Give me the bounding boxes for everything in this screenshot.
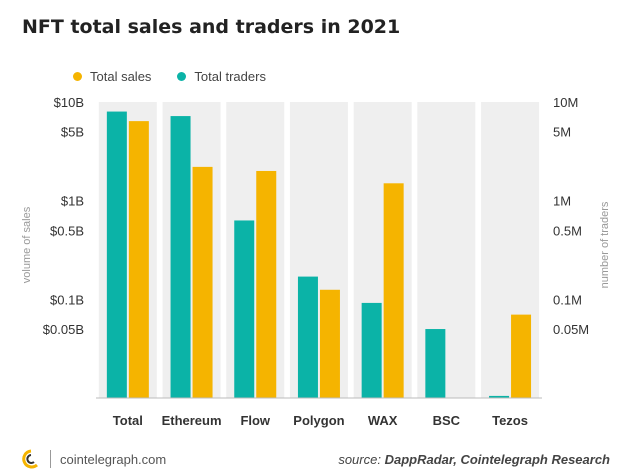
- y-left-tick-label: $1B: [61, 194, 84, 209]
- x-tick-label-flow: Flow: [240, 413, 270, 428]
- bar-total-sales-total: [128, 121, 149, 399]
- x-tick-label-total: Total: [113, 413, 143, 428]
- bar-total-sales-wax: [383, 183, 404, 398]
- x-tick-label-tezos: Tezos: [492, 413, 528, 428]
- legend-swatch-total-traders: [177, 72, 187, 81]
- legend-label-total-sales: Total sales: [90, 69, 152, 84]
- y-right-tick-label: 1M: [553, 194, 571, 209]
- chart-title: NFT total sales and traders in 2021: [22, 16, 401, 38]
- bar-total-sales-flow: [256, 170, 277, 398]
- y-right-tick-label: 0.5M: [553, 223, 582, 238]
- bar-total-traders-tezos: [489, 395, 510, 398]
- y-right-axis-label: number of traders: [599, 201, 611, 288]
- legend-swatch-total-sales: [73, 72, 82, 81]
- x-tick-label-ethereum: Ethereum: [162, 413, 222, 428]
- y-right-tick-label: 5M: [553, 125, 571, 140]
- y-left-tick-label: $5B: [61, 125, 84, 140]
- bar-total-traders-ethereum: [170, 116, 191, 398]
- footer-separator: [50, 450, 51, 468]
- y-left-axis-label: volume of sales: [21, 206, 33, 283]
- bar-total-sales-tezos: [511, 314, 532, 398]
- bar-total-traders-total: [106, 111, 127, 398]
- footer-source: source: DappRadar, Cointelegraph Researc…: [338, 452, 610, 467]
- legend-label-total-traders: Total traders: [194, 69, 266, 84]
- x-tick-label-bsc: BSC: [433, 413, 461, 428]
- bar-total-sales-ethereum: [192, 166, 213, 398]
- bar-total-traders-polygon: [297, 276, 318, 398]
- bar-total-sales-polygon: [319, 289, 340, 398]
- footer-site: cointelegraph.com: [60, 452, 167, 467]
- legend-item-total-sales: Total sales: [73, 69, 151, 84]
- bar-total-traders-flow: [234, 220, 255, 398]
- y-left-tick-label: $0.1B: [50, 292, 84, 307]
- cointelegraph-logo-icon: [22, 449, 38, 469]
- x-tick-label-wax: WAX: [368, 413, 398, 428]
- footer-source-prefix: source:: [338, 452, 381, 467]
- x-tick-label-polygon: Polygon: [293, 413, 344, 428]
- y-right-tick-label: 0.05M: [553, 322, 589, 337]
- y-right-tick-label: 0.1M: [553, 292, 582, 307]
- legend-item-total-traders: Total traders: [177, 69, 266, 84]
- y-right-tick-label: 10M: [553, 95, 578, 110]
- y-left-tick-label: $0.5B: [50, 223, 84, 238]
- y-left-tick-label: $0.05B: [43, 322, 84, 337]
- chart-legend: Total sales Total traders: [73, 69, 266, 84]
- bar-total-traders-bsc: [425, 329, 446, 398]
- bar-total-traders-wax: [361, 302, 382, 398]
- footer-source-text: DappRadar, Cointelegraph Research: [384, 452, 610, 467]
- y-left-tick-label: $10B: [54, 95, 84, 110]
